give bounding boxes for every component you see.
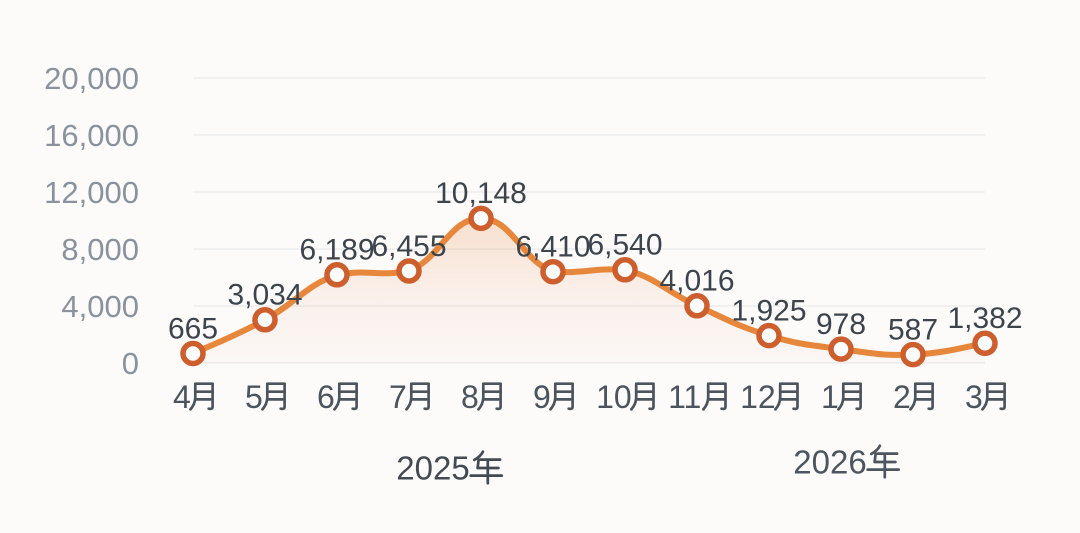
- svg-text:10,148: 10,148: [435, 177, 527, 210]
- svg-text:0: 0: [122, 346, 139, 381]
- svg-text:12: 12: [740, 379, 776, 415]
- svg-text:1: 1: [821, 379, 839, 415]
- svg-text:6: 6: [317, 379, 335, 415]
- svg-text:5: 5: [245, 379, 263, 415]
- svg-text:9: 9: [533, 379, 551, 415]
- svg-text:4,000: 4,000: [61, 289, 139, 324]
- svg-text:12,000: 12,000: [44, 175, 139, 210]
- svg-text:6,540: 6,540: [587, 229, 662, 262]
- svg-text:4,016: 4,016: [659, 265, 734, 298]
- svg-text:6,189: 6,189: [299, 234, 374, 267]
- svg-text:8: 8: [461, 379, 479, 415]
- svg-text:4: 4: [173, 379, 191, 415]
- svg-text:7: 7: [389, 379, 407, 415]
- svg-text:2025: 2025: [396, 449, 469, 486]
- svg-text:1,382: 1,382: [947, 302, 1022, 335]
- svg-text:10: 10: [596, 379, 632, 415]
- svg-text:6,410: 6,410: [515, 231, 590, 264]
- svg-text:587: 587: [888, 313, 938, 346]
- svg-text:665: 665: [168, 312, 218, 345]
- svg-text:978: 978: [816, 308, 866, 341]
- svg-text:2026: 2026: [793, 443, 866, 480]
- svg-text:6,455: 6,455: [371, 230, 446, 263]
- svg-text:11: 11: [668, 379, 701, 415]
- svg-text:2: 2: [893, 379, 911, 415]
- svg-text:3: 3: [965, 379, 983, 415]
- svg-text:20,000: 20,000: [44, 61, 139, 96]
- svg-text:3,034: 3,034: [227, 279, 302, 312]
- svg-text:16,000: 16,000: [44, 118, 139, 153]
- svg-text:1,925: 1,925: [731, 294, 806, 327]
- svg-text:8,000: 8,000: [61, 232, 139, 267]
